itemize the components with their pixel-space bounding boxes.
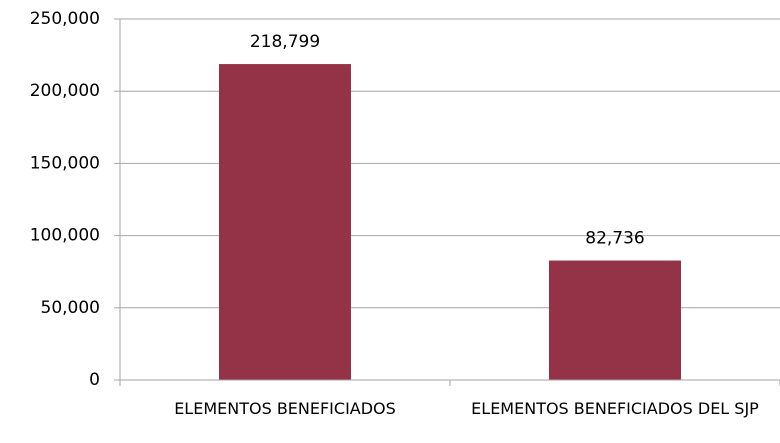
value-label: 82,736 — [585, 229, 644, 249]
x-tick-label: ELEMENTOS BENEFICIADOS — [174, 399, 396, 418]
y-tick-label: 100,000 — [30, 226, 100, 246]
y-tick-label: 200,000 — [30, 81, 100, 101]
y-tick-label: 250,000 — [30, 9, 100, 29]
y-tick-label: 150,000 — [30, 153, 100, 173]
y-tick-label: 50,000 — [41, 298, 100, 318]
value-label: 218,799 — [250, 32, 320, 52]
bar — [549, 260, 681, 380]
bar — [219, 64, 351, 380]
y-tick-label: 0 — [89, 370, 100, 390]
x-tick-label: ELEMENTOS BENEFICIADOS DEL SJP — [471, 399, 759, 418]
